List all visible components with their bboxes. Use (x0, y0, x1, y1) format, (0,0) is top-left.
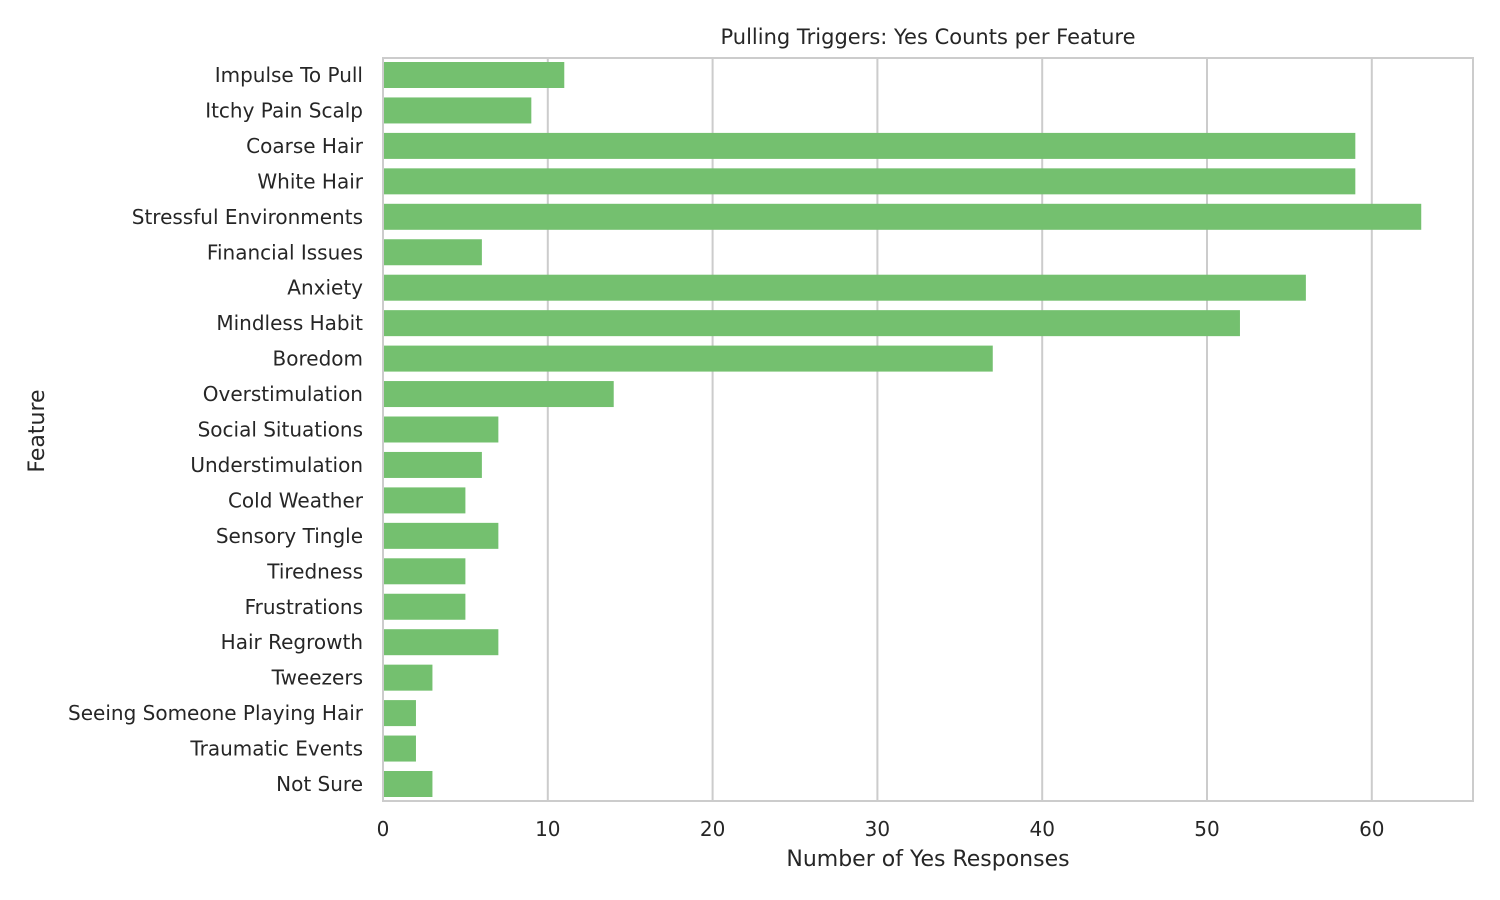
bars (384, 62, 1422, 797)
y-tick-label: Seeing Someone Playing Hair (68, 701, 364, 725)
y-tick-label: Coarse Hair (246, 134, 364, 158)
chart-title: Pulling Triggers: Yes Counts per Feature (720, 25, 1135, 49)
y-tick-label: Sensory Tingle (216, 524, 363, 548)
bar (384, 97, 532, 124)
y-tick-label: Overstimulation (203, 382, 363, 406)
x-tick-label: 0 (377, 817, 390, 841)
bar (384, 558, 466, 585)
bar (384, 451, 482, 478)
bar (384, 168, 1356, 195)
y-tick-label: Traumatic Events (189, 737, 363, 761)
x-tick-label: 10 (535, 817, 560, 841)
bar (384, 735, 416, 762)
y-tick-label: Tweezers (271, 666, 363, 690)
bar (384, 310, 1240, 337)
x-axis-label: Number of Yes Responses (786, 847, 1069, 872)
y-axis-label: Feature (25, 389, 50, 472)
bar (384, 487, 466, 514)
x-tick-label: 50 (1194, 817, 1219, 841)
bar (384, 629, 499, 656)
x-tick-label: 20 (700, 817, 725, 841)
y-tick-label: Not Sure (276, 772, 363, 796)
y-tick-label: Anxiety (287, 276, 363, 300)
y-tick-label: Mindless Habit (216, 311, 363, 335)
x-tick-label: 30 (865, 817, 890, 841)
bar (384, 381, 614, 408)
y-tick-label: Itchy Pain Scalp (205, 98, 363, 122)
y-tick-label: Stressful Environments (132, 205, 363, 229)
bar (384, 239, 482, 266)
y-tick-label: Financial Issues (207, 240, 363, 264)
y-tick-label: Tiredness (266, 559, 363, 583)
bar (384, 132, 1356, 159)
bar (384, 62, 565, 88)
y-tick-label: Hair Regrowth (221, 630, 363, 654)
bar (384, 274, 1306, 301)
plot-frame (382, 57, 1474, 802)
y-tick-label: White Hair (257, 169, 363, 193)
y-tick-label: Understimulation (190, 453, 363, 477)
x-tick-label: 60 (1359, 817, 1384, 841)
x-tick-label: 40 (1029, 817, 1054, 841)
bar (384, 664, 433, 691)
bar (384, 593, 466, 620)
y-tick-label: Frustrations (245, 595, 363, 619)
bar (384, 700, 416, 727)
bar (384, 203, 1422, 230)
y-tick-label: Social Situations (198, 418, 363, 442)
bar (384, 416, 499, 443)
y-tick-label: Boredom (273, 347, 363, 371)
bar (384, 522, 499, 549)
y-tick-label: Impulse To Pull (215, 63, 363, 87)
x-tick-labels: 0 10 20 30 40 50 60 (377, 817, 1385, 841)
bar (384, 771, 433, 797)
bar (384, 345, 993, 372)
y-tick-label: Cold Weather (228, 488, 364, 512)
y-tick-labels: Impulse To Pull Itchy Pain Scalp Coarse Ha… (68, 63, 364, 796)
